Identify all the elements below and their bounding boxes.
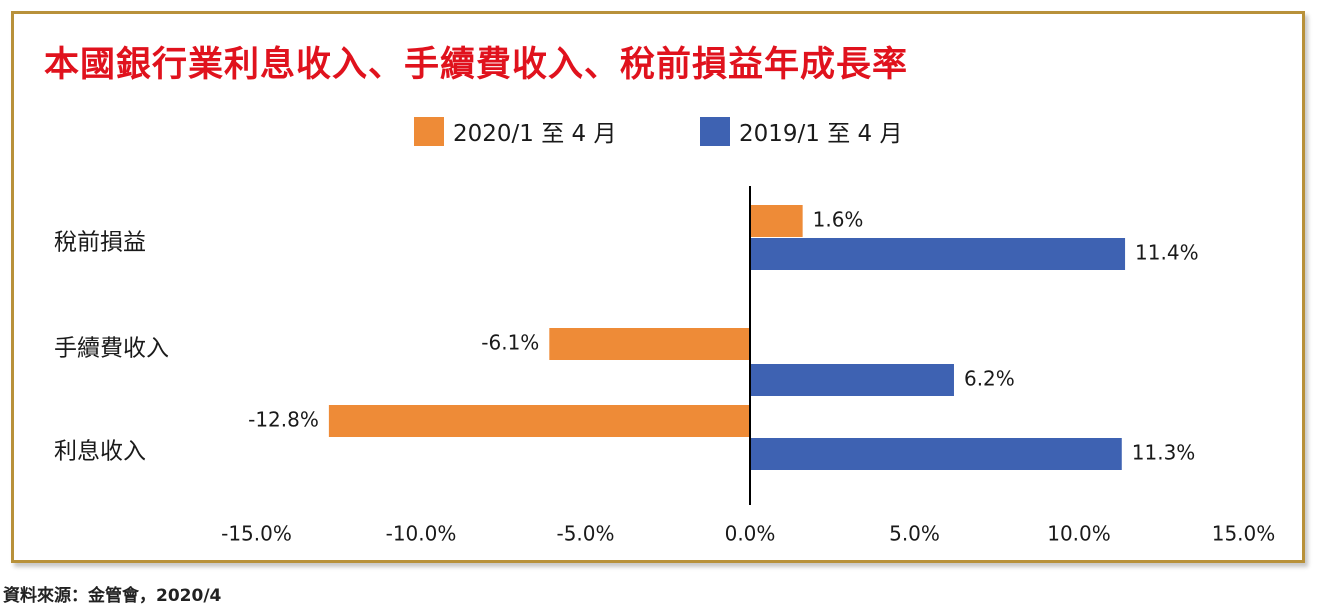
bar-2020	[549, 328, 750, 360]
x-tick-label: 5.0%	[889, 522, 940, 546]
bar-2020	[750, 205, 803, 237]
x-tick-label: 0.0%	[725, 522, 776, 546]
chart-title: 本國銀行業利息收入、手續費收入、稅前損益年成長率	[44, 44, 909, 85]
legend-item-2019: 2019/1 至 4 月	[700, 116, 903, 147]
x-tick-label: 10.0%	[1047, 522, 1111, 546]
bar-2019	[750, 238, 1126, 270]
bar-2019	[750, 438, 1122, 470]
category-label: 利息收入	[54, 439, 146, 465]
x-tick-label: -15.0%	[221, 522, 292, 546]
data-label: 6.2%	[964, 367, 1015, 391]
data-label: -6.1%	[481, 331, 539, 355]
legend-item-2020: 2020/1 至 4 月	[414, 116, 617, 147]
x-tick-label: 15.0%	[1212, 522, 1276, 546]
x-tick-label: -10.0%	[386, 522, 457, 546]
data-label: -12.8%	[248, 408, 319, 432]
bar-2019	[750, 364, 954, 396]
source-note: 資料來源：金管會，2020/4	[3, 586, 222, 606]
legend-label-2019: 2019/1 至 4 月	[739, 121, 903, 147]
category-label: 稅前損益	[54, 230, 146, 256]
x-tick-label: -5.0%	[556, 522, 614, 546]
legend-swatch-2020	[414, 116, 444, 146]
data-label: 11.4%	[1135, 241, 1199, 265]
bar-2020	[328, 405, 750, 437]
category-label: 手續費收入	[54, 336, 169, 362]
legend-label-2020: 2020/1 至 4 月	[453, 121, 617, 147]
legend-swatch-2019	[700, 116, 730, 146]
chart-frame	[11, 11, 1305, 563]
data-label: 11.3%	[1132, 441, 1196, 465]
data-label: 1.6%	[813, 208, 864, 232]
